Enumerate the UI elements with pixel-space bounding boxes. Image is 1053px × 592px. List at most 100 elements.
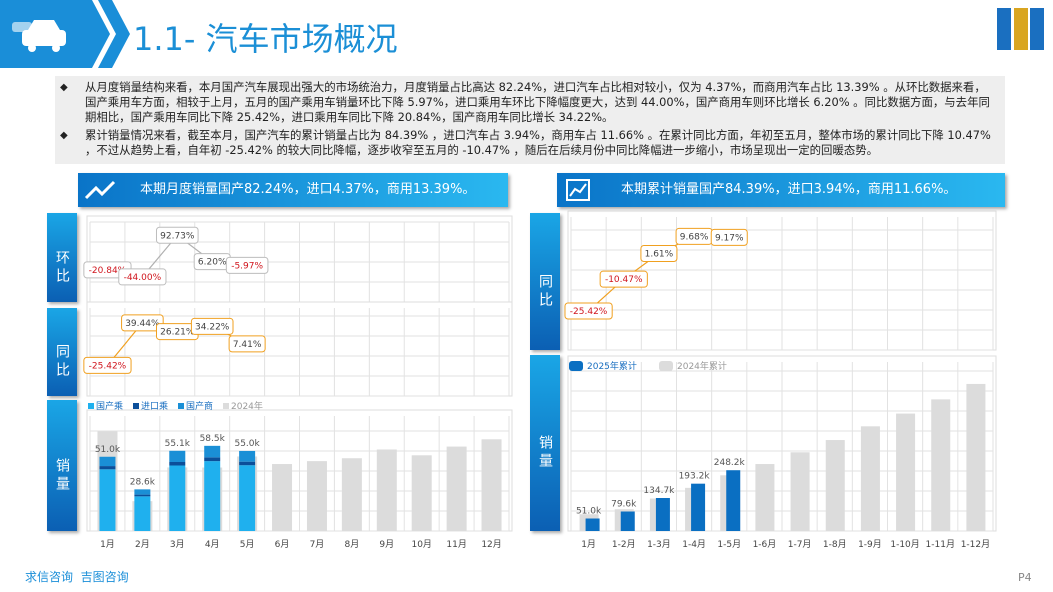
bar-prev bbox=[446, 446, 467, 531]
bar bbox=[134, 494, 151, 497]
bar bbox=[99, 469, 116, 531]
bar-prev bbox=[825, 440, 845, 531]
bar bbox=[169, 465, 186, 531]
bar bbox=[134, 489, 151, 495]
title: 1.1- 汽车市场概况 bbox=[133, 20, 398, 58]
data-label: 9.68% bbox=[680, 232, 709, 242]
side-tab: 销量 bbox=[47, 400, 77, 531]
bar-prev bbox=[790, 452, 810, 531]
x-tick-label: 5月 bbox=[240, 539, 255, 550]
bullets: 从月度销量结构来看，本月国产汽车展现出强大的市场统治力，月度销量占比高达 82.… bbox=[55, 76, 1005, 164]
legend-label: 2024年 bbox=[231, 400, 263, 412]
data-label: 34.22% bbox=[195, 322, 230, 332]
data-label: 1.61% bbox=[645, 249, 674, 259]
data-label: -20.84% bbox=[89, 266, 127, 276]
bar-prev bbox=[755, 464, 775, 531]
bar-prev bbox=[896, 413, 916, 531]
bar-prev bbox=[306, 461, 327, 531]
x-tick-label: 1-5月 bbox=[717, 539, 741, 550]
legend-swatch bbox=[569, 361, 583, 371]
brand: 求信咨询 吉图咨询 bbox=[25, 570, 129, 584]
x-tick-label: 11月 bbox=[446, 539, 466, 550]
bar bbox=[99, 456, 116, 467]
data-label: -25.42% bbox=[570, 307, 608, 317]
banner: 本期月度销量国产82.24%，进口4.37%，商用13.39%。 bbox=[78, 173, 508, 207]
data-label: 26.21% bbox=[160, 328, 195, 338]
data-label: 6.20% bbox=[198, 258, 227, 268]
x-tick-label: 8月 bbox=[345, 539, 360, 550]
x-tick-label: 1-8月 bbox=[823, 539, 847, 550]
data-label: -5.97% bbox=[231, 261, 263, 271]
total-label: 55.0k bbox=[234, 439, 260, 449]
legend-label: 进口乘 bbox=[141, 400, 168, 412]
x-tick-label: 1-3月 bbox=[647, 539, 671, 550]
data-label: 193.2k bbox=[679, 472, 711, 482]
header-chevron bbox=[98, 0, 130, 68]
bar-prev bbox=[481, 439, 502, 531]
bar-prev bbox=[411, 455, 432, 531]
x-tick-label: 12月 bbox=[481, 539, 501, 550]
x-tick-label: 1-10月 bbox=[890, 539, 919, 550]
x-tick-label: 1-9月 bbox=[858, 539, 882, 550]
bar bbox=[239, 461, 256, 466]
x-tick-label: 6月 bbox=[275, 539, 290, 550]
x-tick-label: 1-11月 bbox=[926, 539, 955, 550]
bullet: 从月度销量结构来看，本月国产汽车展现出强大的市场统治力，月度销量占比高达 82.… bbox=[60, 80, 997, 125]
x-tick-label: 1-4月 bbox=[682, 539, 706, 550]
bar bbox=[169, 450, 186, 462]
bar bbox=[655, 498, 670, 531]
data-label: 51.0k bbox=[576, 507, 602, 517]
bar-prev bbox=[931, 399, 951, 531]
banner-icon bbox=[84, 180, 116, 200]
x-tick-label: 7月 bbox=[310, 539, 325, 550]
data-label: -10.47% bbox=[605, 275, 643, 285]
label-box bbox=[564, 302, 613, 320]
data-label: 79.6k bbox=[611, 500, 637, 510]
side-tab: 同比 bbox=[47, 308, 77, 396]
label-box bbox=[118, 268, 167, 286]
x-tick-label: 1-12月 bbox=[961, 539, 990, 550]
x-tick-label: 1-7月 bbox=[788, 539, 812, 550]
total-label: 51.0k bbox=[95, 445, 121, 455]
banner: 本期累计销量国产84.39%，进口3.94%，商用11.66%。 bbox=[557, 173, 1005, 207]
bullet: 累计销量情况来看，截至本月，国产汽车的累计销量占比为 84.39% ，进口汽车占… bbox=[60, 128, 997, 158]
label-box bbox=[121, 314, 164, 332]
bar bbox=[620, 511, 635, 531]
x-tick-label: 1-6月 bbox=[753, 539, 777, 550]
banner-icon bbox=[566, 179, 590, 201]
label-box bbox=[225, 256, 269, 274]
bar bbox=[99, 466, 116, 470]
label-box bbox=[190, 317, 234, 335]
label-box bbox=[83, 356, 132, 374]
total-label: 28.6k bbox=[130, 477, 156, 487]
total-label: 55.1k bbox=[165, 439, 191, 449]
bar bbox=[134, 496, 151, 531]
label-box bbox=[228, 335, 266, 353]
x-tick-label: 4月 bbox=[205, 539, 220, 550]
bar-prev bbox=[966, 383, 986, 531]
x-tick-label: 10月 bbox=[411, 539, 431, 550]
x-tick-label: 1-2月 bbox=[612, 539, 636, 550]
label-box bbox=[710, 228, 748, 246]
label-box bbox=[155, 226, 199, 244]
data-label: 134.7k bbox=[643, 486, 675, 496]
page-number: P4 bbox=[1018, 571, 1032, 584]
data-label: 7.41% bbox=[233, 340, 262, 350]
x-tick-label: 1月 bbox=[581, 539, 596, 550]
bar bbox=[691, 483, 706, 531]
bar-prev bbox=[272, 464, 293, 531]
legend-swatch bbox=[178, 403, 184, 409]
legend-label: 2025年累计 bbox=[587, 360, 637, 372]
total-label: 58.5k bbox=[200, 434, 226, 444]
data-label: 9.17% bbox=[715, 233, 744, 243]
side-tab: 环比 bbox=[47, 213, 77, 302]
data-label: 248.2k bbox=[714, 458, 746, 468]
bar bbox=[239, 465, 256, 531]
side-tab: 销量 bbox=[530, 355, 560, 531]
car-icon bbox=[12, 20, 66, 52]
legend-swatch bbox=[223, 403, 229, 409]
bar bbox=[204, 445, 221, 458]
side-tab: 同比 bbox=[530, 213, 560, 350]
bar bbox=[204, 457, 221, 462]
